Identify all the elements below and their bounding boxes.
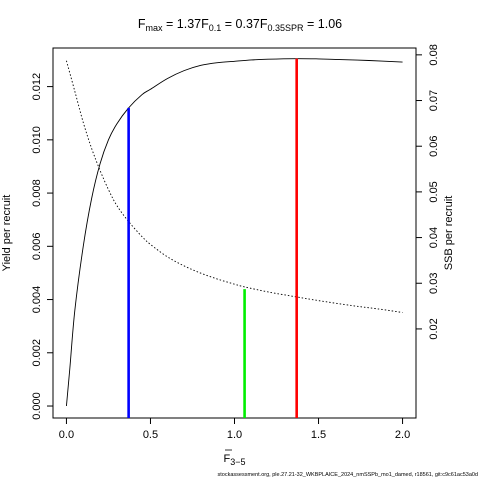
x-tick-label: 0.5 bbox=[143, 429, 158, 441]
y-right-tick-label: 0.02 bbox=[428, 318, 440, 339]
x-tick-label: 1.0 bbox=[227, 429, 242, 441]
y-right-tick-label: 0.07 bbox=[428, 90, 440, 111]
y-left-tick-label: 0.012 bbox=[31, 73, 43, 101]
plot-frame bbox=[52, 47, 417, 419]
title-f01-eq: = 0.37 bbox=[221, 17, 260, 31]
ssb-per-recruit-line bbox=[66, 60, 403, 313]
y-left-tick-label: 0.000 bbox=[31, 392, 43, 420]
title-fmax-eq: = 1.37 bbox=[163, 17, 202, 31]
y-axis-left: 0.000 0.002 0.004 0.006 0.008 0.010 0.012 bbox=[31, 73, 53, 420]
title-fmax-base: F bbox=[138, 17, 146, 31]
y-right-tick-label: 0.03 bbox=[428, 273, 440, 294]
reference-lines bbox=[127, 58, 298, 418]
series-layer bbox=[65, 58, 403, 407]
x-axis-title-base: F bbox=[223, 453, 230, 465]
x-axis-title-sub: 3−5 bbox=[230, 457, 245, 467]
y-left-tick-label: 0.004 bbox=[31, 286, 43, 314]
y-axis-right: 0.02 0.03 0.04 0.05 0.06 0.07 0.08 bbox=[416, 44, 440, 340]
x-axis-title: F3−5 bbox=[223, 453, 245, 467]
title-fspr-eq: = 1.06 bbox=[304, 17, 343, 31]
yield-per-recruit-line bbox=[65, 58, 403, 407]
title-f01-sub: 0.1 bbox=[209, 23, 222, 33]
chart-title: Fmax = 1.37F0.1 = 0.37F0.35SPR = 1.06 bbox=[138, 17, 342, 33]
title-f01-base: F bbox=[201, 17, 209, 31]
title-fspr-base: F bbox=[260, 17, 268, 31]
y-left-tick-label: 0.006 bbox=[31, 233, 43, 261]
x-axis: 0.0 0.5 1.0 1.5 2.0 bbox=[59, 418, 410, 441]
y-axis-left-title: Yield per recruit bbox=[1, 195, 13, 272]
y-right-tick-label: 0.08 bbox=[428, 44, 440, 65]
y-left-tick-label: 0.008 bbox=[31, 179, 43, 207]
y-left-tick-label: 0.010 bbox=[31, 126, 43, 154]
y-left-tick-label: 0.002 bbox=[31, 339, 43, 367]
y-right-tick-label: 0.04 bbox=[428, 227, 440, 248]
x-tick-label: 2.0 bbox=[395, 429, 410, 441]
y-axis-right-title: SSB per recruit bbox=[443, 196, 455, 271]
x-tick-label: 1.5 bbox=[311, 429, 326, 441]
y-right-tick-label: 0.06 bbox=[428, 135, 440, 156]
footer-text: stockassessment.org, ple.27.21-32_WKBPLA… bbox=[218, 472, 479, 478]
title-fspr-sub: 0.35SPR bbox=[268, 23, 305, 33]
y-right-tick-label: 0.05 bbox=[428, 181, 440, 202]
x-tick-label: 0.0 bbox=[59, 429, 74, 441]
title-fmax-sub: max bbox=[146, 23, 164, 33]
